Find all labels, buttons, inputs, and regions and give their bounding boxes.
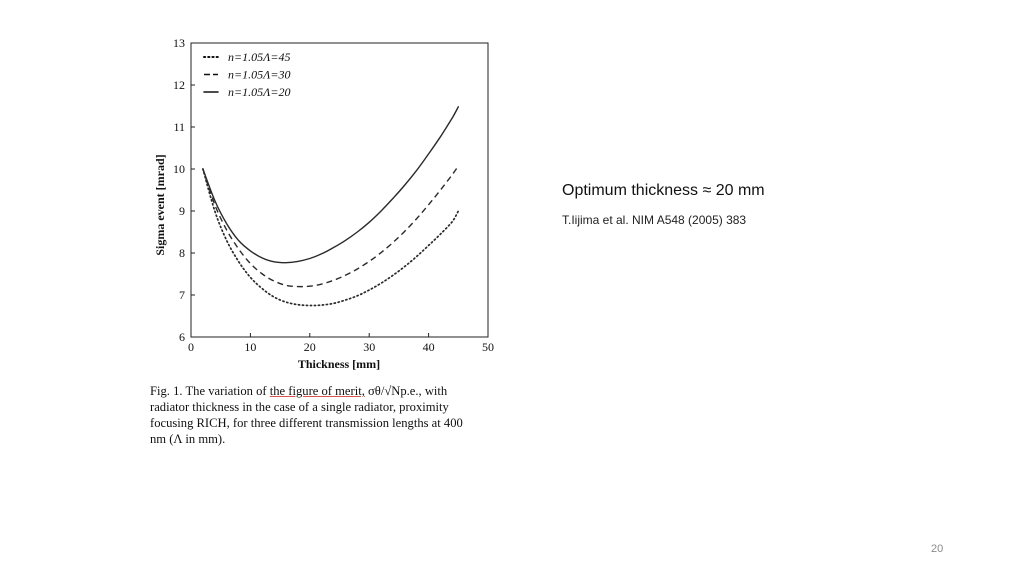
x-tick-label: 0 <box>188 340 194 354</box>
series-line-dotted <box>202 168 460 307</box>
x-tick-label: 40 <box>423 340 435 354</box>
y-tick-label: 12 <box>173 78 185 92</box>
caption-formula: σθ/√Np.e., with <box>364 384 448 398</box>
y-axis-title: Sigma event [mrad] <box>153 154 167 255</box>
caption-line-1: Fig. 1. The variation of the figure of m… <box>150 383 500 399</box>
figure-caption: Fig. 1. The variation of the figure of m… <box>150 383 500 447</box>
y-tick-label: 10 <box>173 162 185 176</box>
y-tick-label: 11 <box>173 120 185 134</box>
y-tick-label: 13 <box>173 36 185 50</box>
legend-label: n=1.05Λ=20 <box>228 85 290 99</box>
legend-label: n=1.05Λ=30 <box>228 68 290 82</box>
caption-text: Fig. 1. The variation of <box>150 384 270 398</box>
plot-frame <box>190 42 489 338</box>
y-tick-label: 6 <box>179 330 185 344</box>
x-tick-label: 30 <box>363 340 375 354</box>
x-axis-title: Thickness [mm] <box>298 357 380 371</box>
x-tick-label: 20 <box>304 340 316 354</box>
figure-of-merit-term: the figure of merit, <box>269 384 365 398</box>
x-tick-label: 50 <box>482 340 494 354</box>
optimum-thickness-note: Optimum thickness ≈ 20 mm <box>562 182 765 199</box>
y-tick-label: 9 <box>179 204 185 218</box>
caption-line-4: nm (Λ in mm). <box>150 432 226 446</box>
caption-line-2: radiator thickness in the case of a sing… <box>150 400 449 414</box>
y-tick-label: 7 <box>179 288 185 302</box>
legend-label: n=1.05Λ=45 <box>228 50 290 64</box>
x-tick-label: 10 <box>244 340 256 354</box>
reference-citation: T.Iijima et al. NIM A548 (2005) 383 <box>562 213 747 227</box>
y-tick-label: 8 <box>179 246 185 260</box>
series-line-solid <box>202 106 459 264</box>
series-line-dashed <box>202 165 459 288</box>
caption-line-3: focusing RICH, for three different trans… <box>150 416 463 430</box>
page-number: 20 <box>931 543 944 555</box>
figure-chart: 0 10 20 30 40 50 6 7 8 9 10 11 12 13 Thickness [mm] S… <box>153 36 494 371</box>
